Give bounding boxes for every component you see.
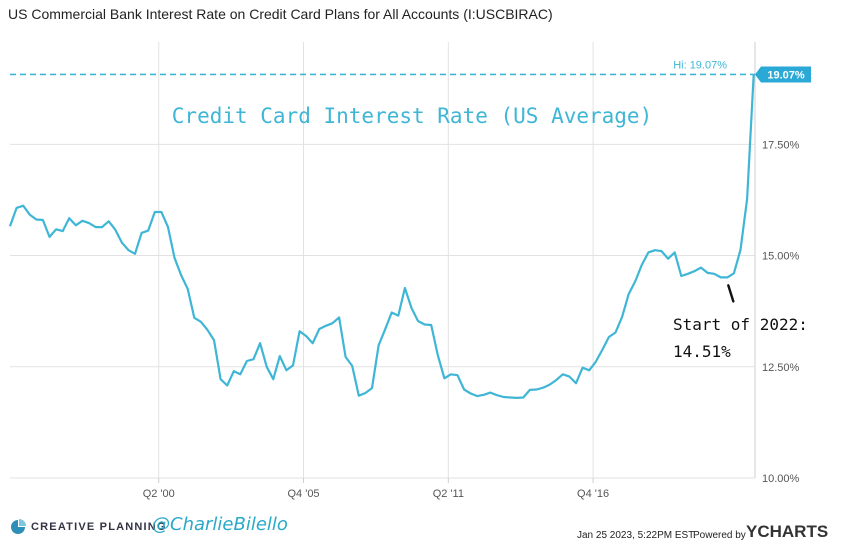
creative-planning-logo-icon (11, 519, 26, 534)
y-tick-label: 17.50% (762, 139, 800, 151)
powered-by-label: Powered by (693, 530, 746, 541)
chart-subtitle: Credit Card Interest Rate (US Average) (172, 104, 652, 128)
annotation-pointer (727, 284, 735, 303)
annotation-layer: Credit Card Interest Rate (US Average) St… (172, 104, 808, 361)
ycharts-logo[interactable]: YCHARTS (746, 522, 829, 541)
badge-shape (755, 66, 811, 83)
annotation-line-1: Start of 2022: (673, 315, 808, 334)
line-chart: 10.00% 12.50% 15.00% 17.50% Q2 '00 Q4 '05 Q2 '… (8, 42, 811, 500)
brand: CREATIVE PLANNING (10, 519, 167, 535)
y-tick-label: 10.00% (762, 473, 800, 485)
series-line (8, 74, 755, 399)
x-tick-label: Q2 '11 (433, 488, 464, 500)
y-tick-label: 15.00% (762, 251, 800, 263)
high-value-label: Hi: 19.07% (673, 59, 727, 71)
series-layer: Hi: 19.07% 19.07% (8, 59, 811, 399)
last-value-badge: 19.07% (755, 66, 811, 83)
x-tick-label: Q4 '16 (577, 488, 609, 500)
grid-layer (10, 42, 756, 483)
timestamp: Jan 25 2023, 5:22PM EST. (577, 530, 696, 541)
annotation-line-2: 14.51% (673, 342, 731, 361)
chart-title: US Commercial Bank Interest Rate on Cred… (8, 6, 553, 22)
axis-layer: 10.00% 12.50% 15.00% 17.50% Q2 '00 Q4 '05 Q2 '… (143, 139, 800, 500)
author-handle: @CharlieBilello (152, 514, 288, 535)
brand-name: CREATIVE PLANNING (31, 521, 167, 533)
badge-label: 19.07% (767, 69, 805, 81)
x-tick-label: Q4 '05 (287, 488, 319, 500)
x-tick-label: Q2 '00 (143, 488, 175, 500)
footer: CREATIVE PLANNING @CharlieBilello Jan 25… (0, 513, 850, 549)
y-tick-label: 12.50% (762, 362, 800, 374)
